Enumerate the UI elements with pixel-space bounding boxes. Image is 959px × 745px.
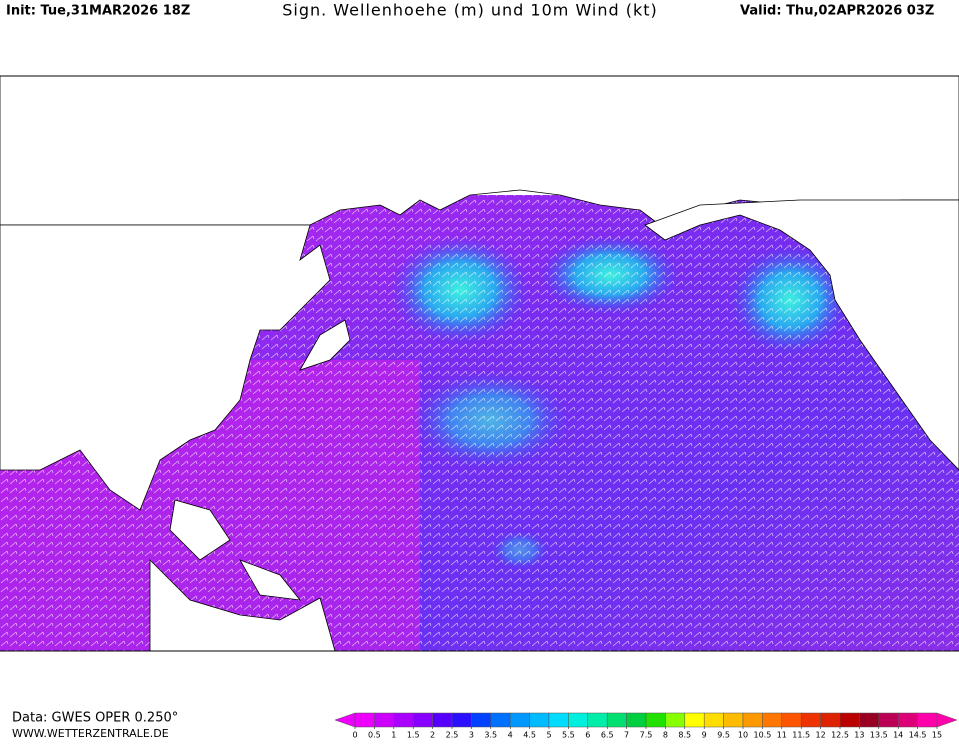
land xyxy=(0,75,959,652)
colorbar-tick-label: 7.5 xyxy=(640,731,653,740)
colorbar-box xyxy=(684,712,705,728)
colorbar-tick-label: 2 xyxy=(430,731,435,740)
colorbar-box xyxy=(548,712,569,728)
colorbar-box xyxy=(665,712,686,728)
colorbar-tick-label: 9.5 xyxy=(717,731,730,740)
colorbar-tick-label: 10 xyxy=(738,731,748,740)
colorbar-tick-label: 12.5 xyxy=(831,731,849,740)
colorbar-box xyxy=(451,712,472,728)
colorbar-tick-label: 1.5 xyxy=(407,731,420,740)
website: WWW.WETTERZENTRALE.DE xyxy=(12,727,169,740)
colorbar-box xyxy=(917,712,938,728)
colorbar-tick-label: 3 xyxy=(469,731,474,740)
colorbar-tick-label: 6 xyxy=(585,731,590,740)
colorbar-box xyxy=(820,712,841,728)
colorbar-tick-label: 4 xyxy=(508,731,513,740)
colorbar-box xyxy=(781,712,802,728)
map-title: Sign. Wellenhoehe (m) und 10m Wind (kt) xyxy=(282,1,658,20)
colorbar-box xyxy=(587,712,608,728)
colorbar-arrow-high xyxy=(936,712,958,728)
map xyxy=(0,75,959,652)
colorbar-box xyxy=(703,712,724,728)
colorbar-box xyxy=(626,712,647,728)
colorbar-box xyxy=(509,712,530,728)
colorbar-box xyxy=(490,712,511,728)
colorbar-box xyxy=(723,712,744,728)
colorbar-tick-label: 0.5 xyxy=(368,731,381,740)
colorbar-box xyxy=(354,712,375,728)
data-source: Data: GWES OPER 0.250° xyxy=(12,711,178,726)
colorbar-tick-label: 5.5 xyxy=(562,731,575,740)
colorbar-tick-label: 2.5 xyxy=(446,731,459,740)
colorbar-box xyxy=(800,712,821,728)
colorbar-tick-label: 8.5 xyxy=(678,731,691,740)
colorbar-arrow-low xyxy=(334,712,356,728)
colorbar-tick-label: 4.5 xyxy=(523,731,536,740)
colorbar-tick-label: 3.5 xyxy=(484,731,497,740)
colorbar-tick-label: 10.5 xyxy=(753,731,771,740)
colorbar-box xyxy=(393,712,414,728)
colorbar-tick-label: 12 xyxy=(816,731,826,740)
colorbar: 0 0.5 1 1.5 2 2.5 3 3.5 4 4.5 5 5.5 6 6.5 7 7.5 8 8.5 9 9.5… xyxy=(334,712,958,740)
colorbar-box xyxy=(742,712,763,728)
colorbar-box xyxy=(878,712,899,728)
colorbar-box xyxy=(859,712,880,728)
colorbar-box xyxy=(374,712,395,728)
colorbar-box xyxy=(529,712,550,728)
colorbar-tick-label: 11.5 xyxy=(792,731,810,740)
colorbar-box xyxy=(606,712,627,728)
colorbar-box xyxy=(412,712,433,728)
colorbar-box xyxy=(471,712,492,728)
colorbar-tick-label: 8 xyxy=(663,731,668,740)
colorbar-tick-label: 0 xyxy=(352,731,357,740)
colorbar-box xyxy=(897,712,918,728)
init-time: Init: Tue,31MAR2026 18Z xyxy=(6,4,190,19)
colorbar-box xyxy=(645,712,666,728)
colorbar-tick-label: 14 xyxy=(893,731,903,740)
colorbar-tick-label: 5 xyxy=(546,731,551,740)
colorbar-tick-label: 11 xyxy=(777,731,787,740)
colorbar-tick-label: 9 xyxy=(702,731,707,740)
colorbar-box xyxy=(568,712,589,728)
colorbar-tick-label: 6.5 xyxy=(601,731,614,740)
colorbar-box xyxy=(432,712,453,728)
colorbar-tick-label: 7 xyxy=(624,731,629,740)
colorbar-tick-label: 15 xyxy=(932,731,942,740)
colorbar-box xyxy=(762,712,783,728)
colorbar-box xyxy=(839,712,860,728)
colorbar-tick-label: 1 xyxy=(391,731,396,740)
colorbar-tick-label: 13 xyxy=(854,731,864,740)
valid-time: Valid: Thu,02APR2026 03Z xyxy=(740,4,934,19)
colorbar-tick-label: 13.5 xyxy=(870,731,888,740)
colorbar-tick-label: 14.5 xyxy=(909,731,927,740)
